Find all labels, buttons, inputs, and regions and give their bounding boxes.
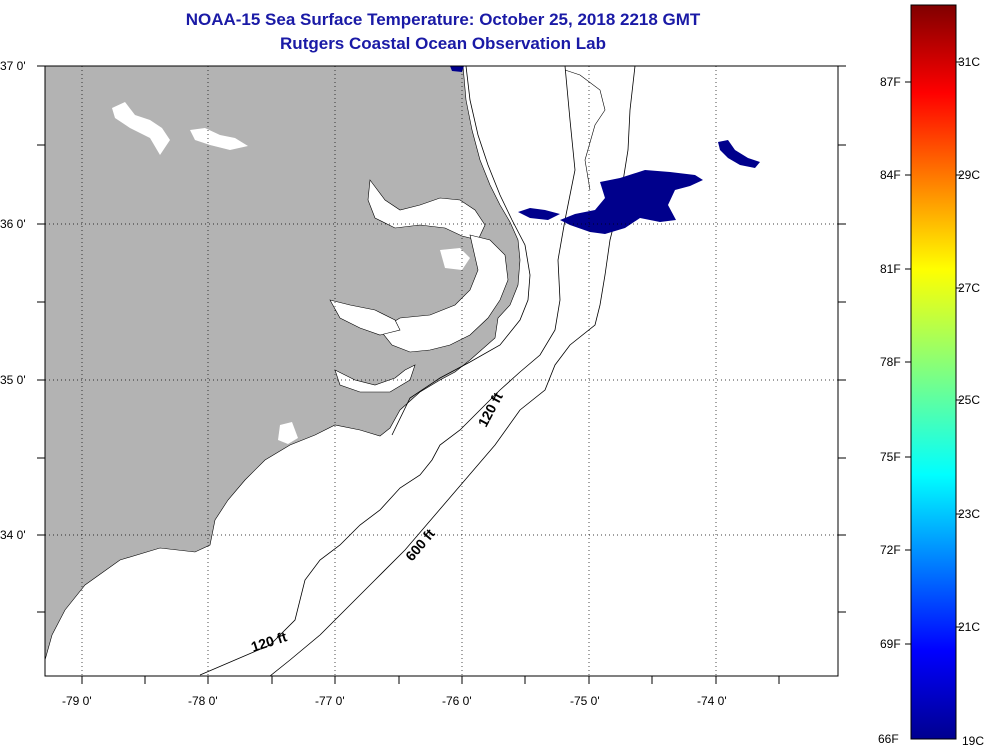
sst-cold-patch-small — [518, 208, 560, 220]
colorbar-label-c: 23C — [958, 507, 981, 521]
sst-cold-patch-east — [718, 140, 760, 168]
contour-label-120-south: 120 ft — [249, 628, 289, 655]
lat-label-36: 36 0' — [0, 217, 26, 231]
contour-120ft — [199, 66, 576, 676]
lat-label-37: 37 0' — [0, 59, 26, 73]
contour-label-120-north: 120 ft — [475, 389, 506, 429]
colorbar-label-f: 75F — [880, 450, 901, 464]
colorbar-label-f: 66F — [878, 732, 899, 746]
colorbar-label-f: 69F — [880, 637, 901, 651]
lake-mattamuskeet — [440, 248, 470, 270]
inland-lake-3 — [278, 422, 298, 444]
colorbar-label-f: 87F — [880, 75, 901, 89]
lon-label-74: -74 0' — [697, 694, 727, 708]
colorbar-label-f: 78F — [880, 355, 901, 369]
colorbar — [910, 4, 957, 740]
lon-label-77: -77 0' — [315, 694, 345, 708]
map-subtitle: Rutgers Coastal Ocean Observation Lab — [280, 34, 606, 53]
colorbar-label-f: 72F — [880, 543, 901, 557]
pamlico-sound — [379, 234, 509, 353]
inland-lake-2 — [190, 128, 248, 150]
colorbar-label-c: 29C — [958, 168, 981, 182]
colorbar-label-c: 25C — [958, 393, 981, 407]
contour-label-600: 600 ft — [402, 525, 438, 564]
colorbar-label-f: 81F — [880, 262, 901, 276]
pamlico-river — [334, 364, 416, 393]
graticule — [45, 66, 838, 676]
colorbar-label-c: 31C — [958, 55, 981, 69]
axis-ticks — [37, 65, 846, 684]
contour-ridge — [564, 69, 606, 191]
colorbar-label-c: 21C — [958, 620, 981, 634]
neuse-river — [329, 299, 401, 336]
albemarle-sound — [367, 179, 486, 241]
colorbar-label-c: 19C — [962, 734, 985, 748]
colorbar-label-c: 27C — [958, 281, 981, 295]
lon-label-76: -76 0' — [442, 694, 472, 708]
land-mass — [45, 66, 521, 661]
colorbar-label-f: 84F — [880, 168, 901, 182]
outer-banks — [391, 66, 531, 436]
lon-label-78: -78 0' — [188, 694, 218, 708]
inland-lake-1 — [112, 102, 170, 155]
map-title: NOAA-15 Sea Surface Temperature: October… — [185, 10, 701, 29]
sst-cold-patch-north — [450, 66, 464, 72]
lon-label-79: -79 0' — [62, 694, 92, 708]
sst-cold-patch — [560, 170, 703, 234]
lat-label-35: 35 0' — [0, 373, 26, 387]
lat-label-34: 34 0' — [0, 528, 26, 542]
colorbar-ticks — [905, 61, 962, 645]
lon-label-75: -75 0' — [570, 694, 600, 708]
map-frame — [44, 65, 839, 677]
